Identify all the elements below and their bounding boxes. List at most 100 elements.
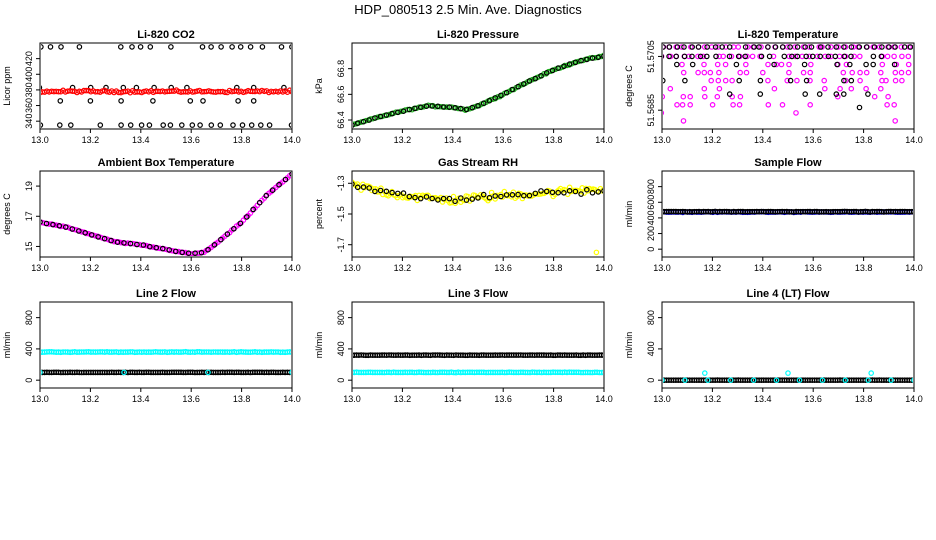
li820-temperature-data-point bbox=[742, 44, 749, 50]
line2-flow-xtick-label: 14.0 bbox=[283, 394, 301, 404]
li820-temperature-data-point bbox=[807, 61, 814, 68]
li820-temperature-data-point bbox=[901, 44, 908, 50]
li820-temperature-data-point bbox=[857, 69, 863, 76]
li820-co2-xtick-label: 13.8 bbox=[233, 135, 251, 145]
li820-temperature-data-point bbox=[771, 85, 778, 92]
li820-co2-ytick-label: 340 bbox=[24, 114, 34, 129]
li820-temperature-data-point bbox=[726, 91, 733, 97]
li820-temperature-data-point bbox=[794, 77, 800, 84]
ambient-box-temperature-data-point bbox=[198, 249, 205, 256]
line4-flow-data-point bbox=[911, 377, 913, 383]
li820-co2-data-point bbox=[239, 122, 246, 128]
li820-pressure-data-point bbox=[595, 54, 602, 61]
line4-flow-xtick-label: 13.8 bbox=[855, 394, 873, 404]
gas-stream-rh-data-point bbox=[463, 197, 470, 203]
li820-temperature-data-point bbox=[856, 44, 863, 50]
li820-temperature-data-point bbox=[863, 85, 869, 92]
ambient-box-temperature-data-point bbox=[256, 199, 263, 206]
li820-pressure-data-point bbox=[372, 115, 378, 121]
ambient-box-temperature-data-point bbox=[211, 242, 218, 248]
li820-temperature-xtick-label: 13.2 bbox=[704, 135, 722, 145]
li820-co2-data-point bbox=[234, 84, 240, 91]
li820-pressure-data-point bbox=[509, 86, 516, 93]
li820-pressure-data-point bbox=[543, 70, 550, 76]
li820-temperature-data-point bbox=[687, 93, 694, 100]
li820-temperature-data-point bbox=[663, 54, 664, 59]
li820-temperature-data-point bbox=[720, 53, 727, 60]
li820-pressure-data-point bbox=[446, 104, 453, 110]
line2-flow-ytick-label: 400 bbox=[24, 341, 34, 356]
li820-temperature-data-point bbox=[735, 53, 742, 60]
li820-co2-title: Li-820 CO2 bbox=[137, 29, 194, 41]
ambient-box-temperature-data-point bbox=[276, 181, 282, 188]
sample-flow-title: Sample Flow bbox=[754, 157, 822, 169]
li820-temperature-data-point bbox=[716, 85, 723, 92]
li820-temperature-data-point bbox=[891, 102, 898, 108]
li820-temperature-data-point bbox=[744, 53, 750, 60]
li820-temperature-data-point bbox=[687, 102, 694, 108]
li820-temperature-data-point bbox=[689, 44, 696, 50]
li820-temperature-ytick-label: 51.5685 bbox=[646, 94, 656, 127]
li820-temperature-ytick-label: 51.5705 bbox=[646, 40, 656, 73]
li820-pressure-data-point bbox=[538, 73, 544, 79]
ambient-box-temperature-title: Ambient Box Temperature bbox=[98, 157, 235, 169]
li820-temperature-data-point bbox=[871, 93, 878, 100]
li820-co2-data-point bbox=[199, 44, 206, 50]
gas-stream-rh-data-point bbox=[429, 195, 436, 202]
line4-flow-data-point bbox=[842, 377, 849, 384]
li820-temperature-data-point bbox=[787, 77, 794, 84]
li820-temperature-data-point bbox=[802, 44, 808, 50]
li820-temperature-data-point bbox=[806, 53, 813, 60]
li820-temperature-data-point bbox=[833, 91, 840, 97]
li820-pressure-data-point bbox=[354, 120, 361, 127]
li820-temperature-data-point bbox=[848, 53, 854, 60]
gas-stream-rh-data-point bbox=[492, 193, 499, 199]
li820-temperature-data-point bbox=[765, 102, 772, 108]
li820-temperature-xtick-label: 13.0 bbox=[653, 135, 671, 145]
gas-stream-rh-data-point bbox=[510, 189, 517, 196]
li820-temperature-data-point bbox=[884, 102, 890, 108]
li820-temperature-data-point bbox=[817, 44, 824, 50]
li820-pressure-title: Li-820 Pressure bbox=[437, 29, 519, 41]
gas-stream-rh-data-point bbox=[435, 197, 441, 203]
gas-stream-rh-data-point bbox=[566, 188, 573, 194]
li820-temperature-title: Li-820 Temperature bbox=[738, 29, 839, 41]
gas-stream-rh-data-point bbox=[446, 195, 453, 202]
line3-flow-data-point bbox=[598, 352, 603, 358]
li820-pressure-data-point bbox=[435, 103, 441, 110]
li820-temperature-data-point bbox=[841, 53, 848, 60]
li820-temperature-data-point bbox=[857, 77, 863, 84]
gas-stream-rh-data-point bbox=[353, 181, 355, 187]
gas-stream-rh-data-point bbox=[555, 189, 562, 196]
li820-co2-xtick-label: 13.0 bbox=[31, 135, 49, 145]
li820-pressure-data-point bbox=[377, 113, 384, 120]
ambient-box-temperature-data-point bbox=[192, 250, 198, 256]
sample-flow-ytick-label: 600 bbox=[646, 195, 656, 210]
li820-temperature-data-point bbox=[779, 44, 786, 50]
li820-temperature-data-point bbox=[807, 69, 814, 76]
line4-flow-ylabel: ml/min bbox=[624, 332, 634, 359]
li820-temperature-xtick-label: 13.8 bbox=[855, 135, 873, 145]
gas-stream-rh-data-point bbox=[601, 188, 603, 194]
li820-temperature-data-point bbox=[667, 85, 674, 92]
line3-flow-xtick-label: 14.0 bbox=[595, 394, 613, 404]
li820-temperature-data-point bbox=[892, 118, 899, 124]
li820-temperature-data-point bbox=[663, 93, 666, 100]
ambient-box-temperature-data-point bbox=[224, 231, 231, 237]
li820-temperature-data-point bbox=[666, 53, 672, 60]
li820-pressure-data-point bbox=[526, 78, 533, 84]
line4-flow-data-point bbox=[908, 377, 913, 383]
li820-temperature-data-point bbox=[886, 44, 892, 50]
li820-temperature-data-point bbox=[703, 53, 710, 60]
line4-flow-data-point bbox=[773, 377, 780, 384]
line3-flow-title: Line 3 Flow bbox=[448, 288, 508, 300]
li820-temperature-data-point bbox=[870, 61, 877, 68]
line2-flow-title: Line 2 Flow bbox=[136, 288, 196, 300]
line3-flow-plot-frame bbox=[351, 301, 605, 389]
li820-temperature-data-point bbox=[697, 53, 704, 60]
line4-flow-data-point bbox=[750, 377, 757, 384]
li820-co2-data-point bbox=[208, 44, 214, 50]
li820-co2-data-point bbox=[41, 122, 44, 128]
li820-temperature-data-point bbox=[682, 77, 688, 84]
line3-flow-ylabel: ml/min bbox=[314, 332, 324, 359]
